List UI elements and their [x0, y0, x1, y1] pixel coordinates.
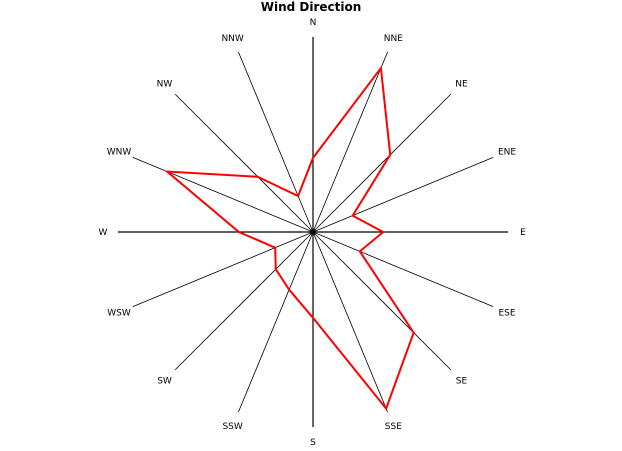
axis-NNE	[312, 51, 388, 233]
axis-label-W: W	[99, 228, 108, 238]
series-line	[164, 65, 415, 411]
axis-label-SSE: SSE	[385, 422, 402, 432]
axis-label-SSW: SSW	[222, 422, 242, 432]
axis-SE	[312, 231, 452, 371]
axis-ENE	[312, 157, 494, 233]
axis-NE	[312, 93, 452, 233]
axis-label-NNE: NNE	[384, 34, 403, 44]
axis-NW	[174, 93, 314, 233]
axis-label-E: E	[520, 228, 526, 238]
chart-title: Wind Direction	[260, 0, 362, 14]
axis-NNW	[238, 51, 314, 233]
axis-SSE	[312, 231, 388, 413]
axis-label-NW: NW	[157, 80, 173, 90]
axis-label-NE: NE	[455, 80, 468, 90]
axis-label-N: N	[310, 18, 317, 28]
center-dot	[310, 229, 316, 235]
axis-WSW	[132, 231, 314, 307]
axis-WNW	[132, 157, 314, 233]
axis-label-WNW: WNW	[107, 148, 132, 158]
axis-label-ESE: ESE	[498, 308, 515, 318]
axis-label-NNW: NNW	[221, 34, 243, 44]
axis-SSW	[238, 231, 314, 413]
axis-label-ENE: ENE	[498, 148, 516, 158]
axis-SW	[174, 231, 314, 371]
axis-label-WSW: WSW	[107, 308, 131, 318]
axis-label-S: S	[310, 438, 316, 448]
axis-label-SW: SW	[157, 376, 172, 386]
axis-ESE	[312, 231, 494, 307]
axis-label-SE: SE	[456, 376, 468, 386]
